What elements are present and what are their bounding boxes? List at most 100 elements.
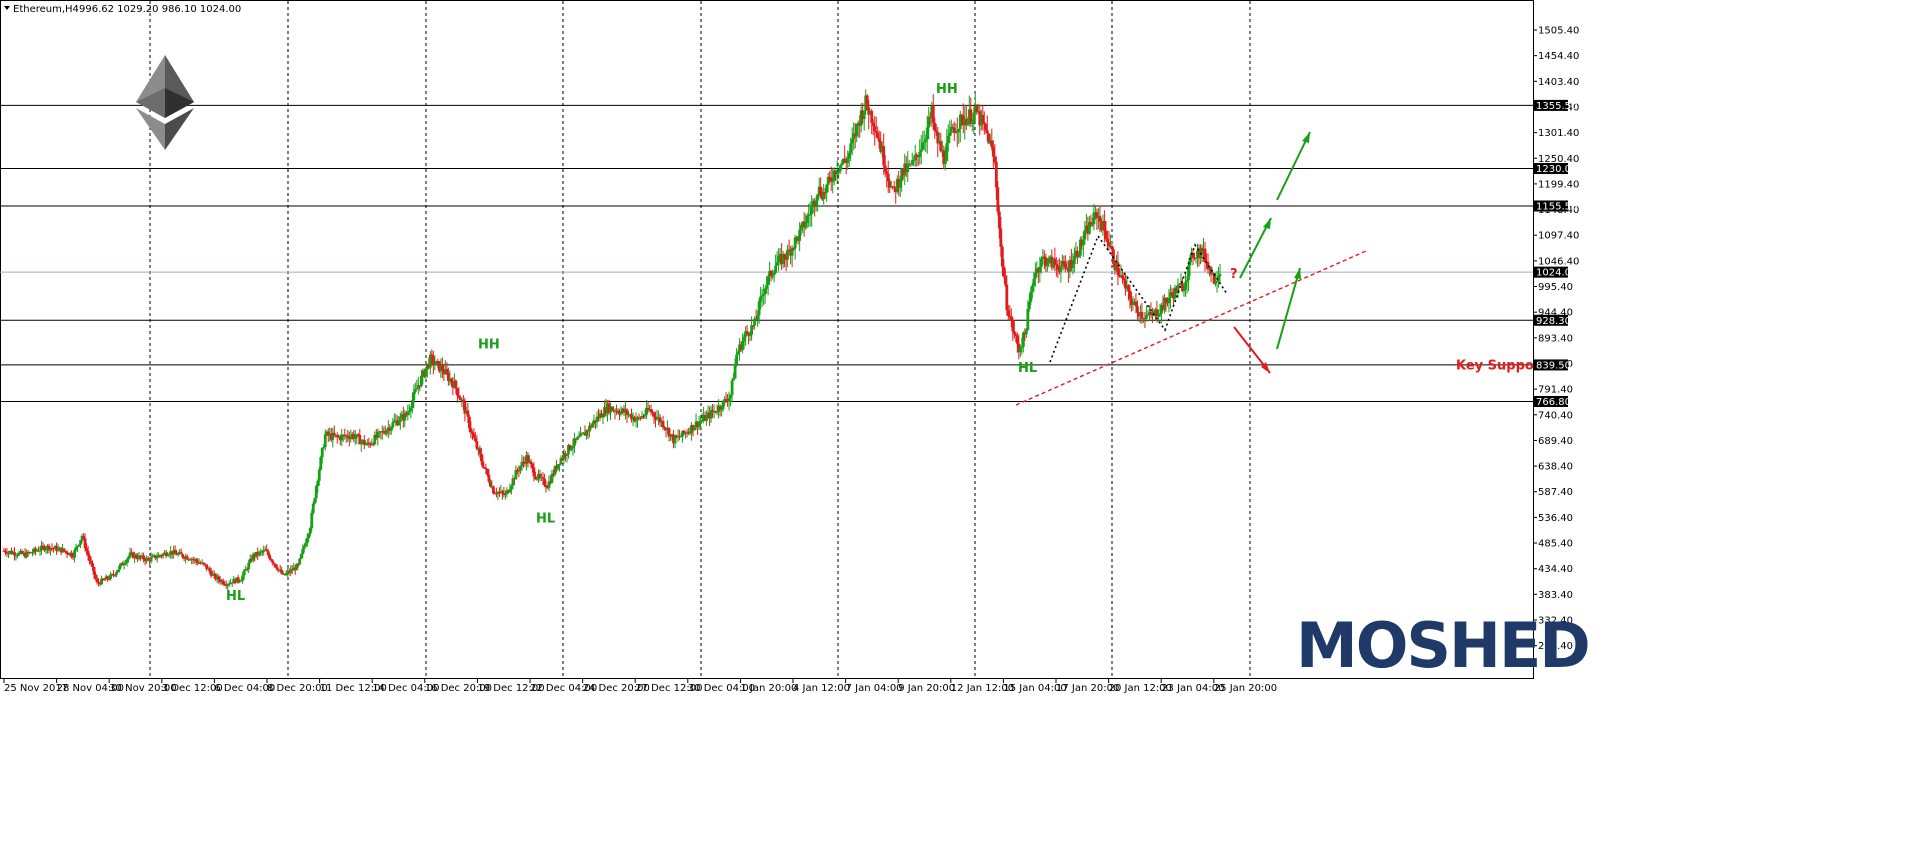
candle-body bbox=[122, 563, 126, 566]
candle-body bbox=[307, 533, 311, 539]
candle-body bbox=[472, 433, 476, 438]
y-tick-label: 332.40 bbox=[1538, 616, 1573, 627]
candle-body bbox=[1032, 278, 1036, 286]
candle-body bbox=[684, 432, 687, 434]
candle-body bbox=[726, 400, 729, 402]
candle-body bbox=[658, 417, 662, 423]
candle-body bbox=[897, 179, 901, 188]
candle-body bbox=[340, 435, 344, 441]
candle-body bbox=[1122, 278, 1126, 281]
candle-body bbox=[855, 123, 859, 137]
candle-body bbox=[388, 427, 392, 431]
candle-body bbox=[437, 361, 441, 372]
candle-body bbox=[742, 336, 746, 342]
candle-body bbox=[1093, 212, 1097, 214]
candle-body bbox=[1050, 256, 1054, 268]
candle-body bbox=[919, 149, 923, 152]
vertical-gridlines bbox=[149, 1, 1251, 679]
candle-body bbox=[416, 385, 420, 389]
candle-body bbox=[655, 417, 659, 420]
annotation-label: HL bbox=[226, 589, 245, 604]
candle-body bbox=[91, 563, 94, 567]
candle-body bbox=[990, 140, 994, 148]
candle-body bbox=[1057, 269, 1061, 272]
candle-body bbox=[516, 470, 519, 472]
candle-body bbox=[1164, 298, 1168, 302]
candle-body bbox=[181, 554, 185, 558]
candle-body bbox=[182, 557, 186, 559]
candle-body bbox=[682, 430, 686, 434]
candle-body bbox=[203, 563, 207, 565]
candle-body bbox=[442, 371, 446, 375]
x-tick-label: 17 Jan 20:00 bbox=[1056, 683, 1119, 694]
candle-body bbox=[627, 414, 630, 416]
price-axis: 1505.401454.401403.401352.401301.401250.… bbox=[1533, 26, 1579, 652]
candle-body bbox=[29, 552, 33, 554]
candle-body bbox=[604, 407, 608, 414]
drawings bbox=[1015, 131, 1367, 406]
candle-body bbox=[918, 151, 922, 158]
candle-body bbox=[763, 288, 767, 294]
candle-body bbox=[732, 378, 735, 381]
candle-body bbox=[921, 142, 925, 150]
candle-body bbox=[346, 435, 350, 438]
candle-body bbox=[485, 468, 489, 475]
candle-body bbox=[1048, 256, 1052, 258]
level-tag-label: 766.80 bbox=[1536, 397, 1571, 408]
candle-body bbox=[1179, 283, 1183, 285]
level-tag-label: 1230.00 bbox=[1536, 164, 1577, 175]
candle-body bbox=[730, 380, 734, 396]
candle-body bbox=[1063, 263, 1067, 268]
candle-body bbox=[344, 435, 348, 437]
candle-body bbox=[774, 265, 778, 273]
candle-body bbox=[178, 552, 182, 554]
candle-body bbox=[736, 351, 740, 355]
candle-body bbox=[305, 538, 309, 544]
candle-body bbox=[1100, 221, 1103, 231]
candle-body bbox=[1083, 230, 1087, 240]
candle-body bbox=[735, 354, 739, 365]
candle-body bbox=[370, 443, 374, 445]
candle-body bbox=[167, 554, 171, 556]
candle-body bbox=[826, 176, 830, 185]
candle-body bbox=[775, 262, 779, 266]
candle-body bbox=[1203, 248, 1207, 262]
candle-body bbox=[1051, 258, 1055, 268]
candle-body bbox=[239, 580, 243, 582]
candle-body bbox=[97, 582, 100, 584]
candle-body bbox=[963, 119, 967, 126]
candle-body bbox=[679, 436, 683, 438]
candle-body bbox=[22, 552, 25, 554]
candle-body bbox=[281, 573, 285, 575]
level-tag-label: 1155.50 bbox=[1536, 201, 1577, 212]
candle-body bbox=[259, 551, 263, 553]
candle-body bbox=[964, 119, 968, 126]
candle-body bbox=[286, 571, 290, 574]
candle-body bbox=[823, 192, 827, 194]
candle-body bbox=[829, 177, 833, 182]
candle-body bbox=[205, 564, 209, 569]
candle-body bbox=[1039, 259, 1043, 267]
candle-body bbox=[143, 559, 147, 562]
candle-body bbox=[214, 574, 218, 580]
x-tick-label: 1 Jan 20:00 bbox=[740, 683, 797, 694]
candle-body bbox=[245, 569, 249, 571]
candle-body bbox=[985, 130, 989, 134]
candle-body bbox=[789, 249, 793, 256]
candle-body bbox=[266, 551, 270, 556]
candle-body bbox=[943, 160, 947, 165]
candle-body bbox=[1060, 261, 1064, 267]
candle-body bbox=[1074, 250, 1078, 256]
candle-body bbox=[16, 555, 19, 557]
candle-body bbox=[1104, 230, 1108, 239]
candle-body bbox=[861, 110, 865, 120]
candle-body bbox=[320, 447, 324, 458]
candle-body bbox=[94, 574, 97, 579]
candle-body bbox=[481, 461, 485, 467]
candle-body bbox=[798, 229, 802, 241]
candle-body bbox=[131, 552, 135, 559]
candle-body bbox=[238, 580, 242, 582]
candle-body bbox=[47, 545, 51, 551]
candle-body bbox=[1128, 290, 1132, 299]
candle-body bbox=[613, 410, 617, 412]
